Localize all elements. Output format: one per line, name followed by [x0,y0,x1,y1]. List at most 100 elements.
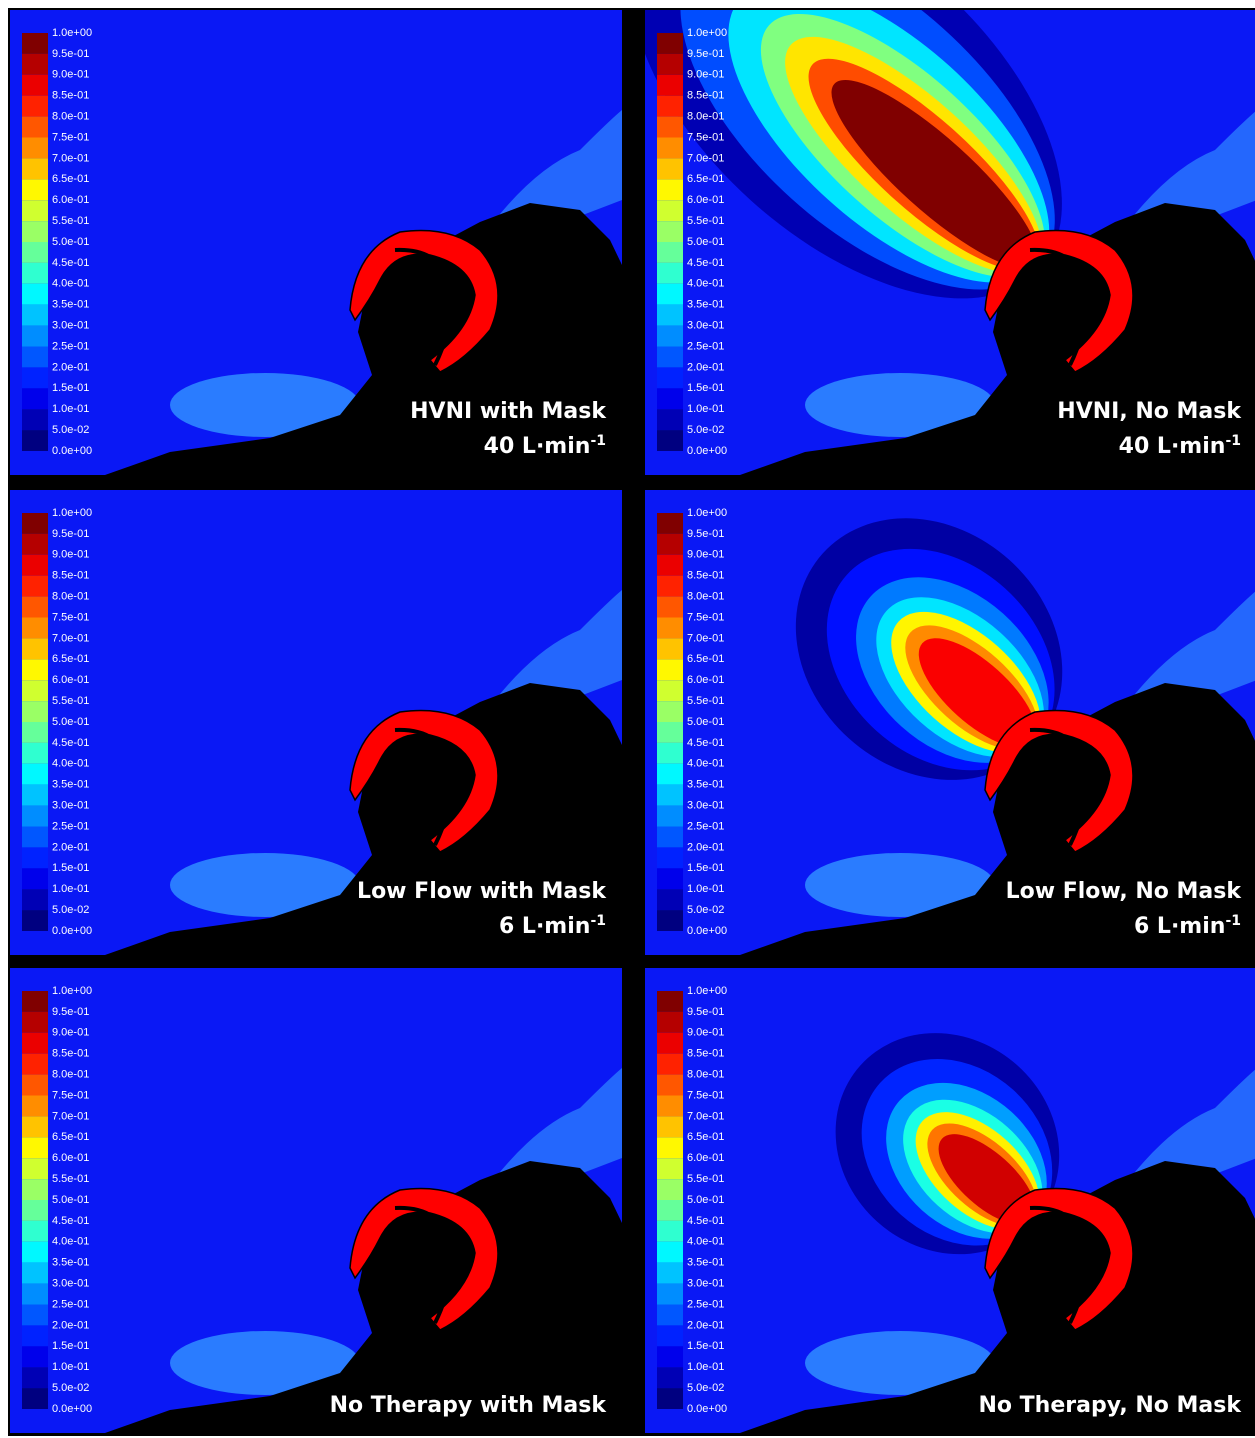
colorbar-label: 1.0e+00 [52,985,92,997]
colorbar-swatch [22,991,48,1012]
panel-title: HVNI with Mask [410,399,607,424]
colorbar-swatch [22,1242,48,1263]
colorbar-swatch [657,284,683,305]
colorbar-label: 9.0e-01 [687,1027,724,1039]
colorbar-swatch [657,221,683,242]
colorbar-swatch [22,618,48,639]
colorbar-label: 6.5e-01 [52,173,89,185]
colorbar-swatch [22,1096,48,1117]
colorbar-label: 5.5e-01 [687,1173,724,1185]
colorbar-label: 7.5e-01 [52,1089,89,1101]
colorbar-label: 8.5e-01 [52,1048,89,1060]
colorbar-swatch [22,680,48,701]
colorbar-swatch [22,534,48,555]
panel: 1.0e+009.5e-019.0e-018.5e-018.0e-017.5e-… [645,968,1255,1433]
colorbar-swatch [657,513,683,534]
colorbar-swatch [657,743,683,764]
colorbar-label: 5.0e-02 [687,1382,724,1394]
panel-title: No Therapy, No Mask [978,1393,1242,1418]
colorbar-label: 8.5e-01 [52,90,89,102]
colorbar-swatch [657,555,683,576]
colorbar-label: 9.5e-01 [52,1006,89,1018]
colorbar-swatch [22,513,48,534]
colorbar-swatch [657,680,683,701]
colorbar-swatch [22,1284,48,1305]
colorbar-swatch [657,764,683,785]
flow-exponent: -1 [1225,913,1241,929]
colorbar-swatch [657,1033,683,1054]
panel: 1.0e+009.5e-019.0e-018.5e-018.0e-017.5e-… [10,10,622,475]
colorbar-swatch [657,1200,683,1221]
colorbar-label: 0.0e+00 [52,1403,92,1415]
colorbar-swatch [22,117,48,138]
colorbar-label: 5.0e-02 [52,904,89,916]
colorbar-label: 6.0e-01 [687,674,724,686]
colorbar-label: 2.0e-01 [687,841,724,853]
colorbar-swatch [657,1325,683,1346]
colorbar-label: 3.0e-01 [687,320,724,332]
colorbar-swatch [22,388,48,409]
panel-title: No Therapy with Mask [330,1393,608,1418]
colorbar-swatch [657,618,683,639]
colorbar-swatch [22,430,48,451]
flow-value: 6 L·min [499,914,590,939]
colorbar-swatch [22,701,48,722]
colorbar-swatch [22,1200,48,1221]
colorbar-swatch [22,305,48,326]
colorbar-swatch [22,827,48,848]
colorbar-swatch [657,54,683,75]
colorbar-label: 2.0e-01 [687,1319,724,1331]
colorbar-label: 4.5e-01 [687,257,724,269]
colorbar-swatch [22,1158,48,1179]
colorbar-label: 7.5e-01 [687,131,724,143]
colorbar-swatch [657,388,683,409]
colorbar-swatch [22,1346,48,1367]
colorbar-label: 2.0e-01 [52,361,89,373]
colorbar-label: 8.0e-01 [52,591,89,603]
colorbar-swatch [657,179,683,200]
colorbar-label: 9.0e-01 [52,69,89,81]
colorbar-label: 7.0e-01 [52,152,89,164]
colorbar-swatch [22,576,48,597]
colorbar-label: 0.0e+00 [687,445,727,457]
colorbar-swatch [22,263,48,284]
colorbar-swatch [22,1367,48,1388]
figure: 1.0e+00 9.5e-01 9.0e-01 8.5e-01 8.0e-01 7.5e-… [0,0,1255,1438]
colorbar-label: 0.0e+00 [52,925,92,937]
colorbar-label: 6.5e-01 [687,1131,724,1143]
colorbar-swatch [22,1221,48,1242]
colorbar-label: 7.5e-01 [687,611,724,623]
colorbar-swatch [657,409,683,430]
panel-flow: 40 L·min-1 [484,433,606,459]
colorbar-swatch [657,1284,683,1305]
colorbar-label: 5.5e-01 [52,695,89,707]
colorbar-swatch [22,1054,48,1075]
colorbar-swatch [657,701,683,722]
colorbar-label: 3.0e-01 [687,1278,724,1290]
colorbar-swatch [657,1137,683,1158]
colorbar-label: 2.5e-01 [687,1298,724,1310]
colorbar-swatch [22,1305,48,1326]
colorbar-swatch [657,1346,683,1367]
colorbar-swatch [22,806,48,827]
colorbar-label: 6.0e-01 [52,1152,89,1164]
colorbar-swatch [657,1242,683,1263]
colorbar-label: 5.5e-01 [52,215,89,227]
colorbar-label: 2.0e-01 [52,1319,89,1331]
colorbar-swatch [657,75,683,96]
colorbar-swatch [22,638,48,659]
colorbar-label: 2.5e-01 [52,820,89,832]
colorbar-label: 3.5e-01 [52,299,89,311]
colorbar-label: 6.5e-01 [52,1131,89,1143]
colorbar-label: 9.5e-01 [687,1006,724,1018]
colorbar-swatch [657,1012,683,1033]
colorbar-label: 4.5e-01 [52,257,89,269]
panel: 1.0e+009.5e-019.0e-018.5e-018.0e-017.5e-… [558,0,1255,475]
colorbar-swatch [22,1388,48,1409]
colorbar-label: 2.0e-01 [687,361,724,373]
colorbar-swatch [657,1075,683,1096]
colorbar-swatch [22,158,48,179]
colorbar-swatch [22,179,48,200]
panel: 1.0e+009.5e-019.0e-018.5e-018.0e-017.5e-… [645,464,1255,955]
colorbar-swatch [22,847,48,868]
